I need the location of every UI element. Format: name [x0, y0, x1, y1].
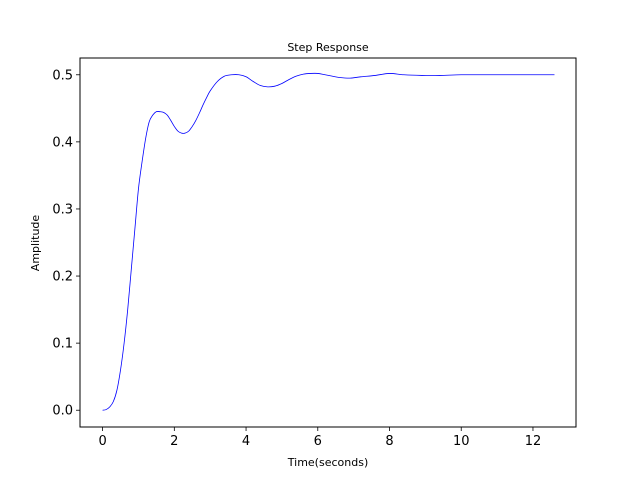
chart-title: Step Response — [287, 41, 369, 54]
y-axis-label: Amplitude — [29, 215, 42, 272]
y-tick-label: 0.1 — [52, 337, 73, 352]
y-tick-label: 0.2 — [52, 270, 73, 285]
x-tick-label: 2 — [170, 434, 178, 449]
x-tick-label: 12 — [525, 434, 542, 449]
x-tick-label: 8 — [385, 434, 393, 449]
step-response-line — [102, 72, 555, 411]
y-tick-label: 0.0 — [52, 404, 73, 419]
x-tick-label: 10 — [453, 434, 470, 449]
x-tick-label: 6 — [314, 434, 322, 449]
x-axis-label: Time(seconds) — [287, 456, 368, 469]
y-tick-label: 0.3 — [52, 202, 73, 217]
y-tick-label: 0.4 — [52, 135, 73, 150]
x-axis-ticks: 0 2 4 6 8 10 12 — [98, 427, 541, 449]
plot-area — [79, 57, 577, 428]
x-tick-label: 4 — [242, 434, 250, 449]
y-tick-label: 0.5 — [52, 68, 73, 83]
y-axis-ticks: 0.0 0.1 0.2 0.3 0.4 0.5 — [52, 68, 80, 419]
x-tick-label: 0 — [98, 434, 106, 449]
